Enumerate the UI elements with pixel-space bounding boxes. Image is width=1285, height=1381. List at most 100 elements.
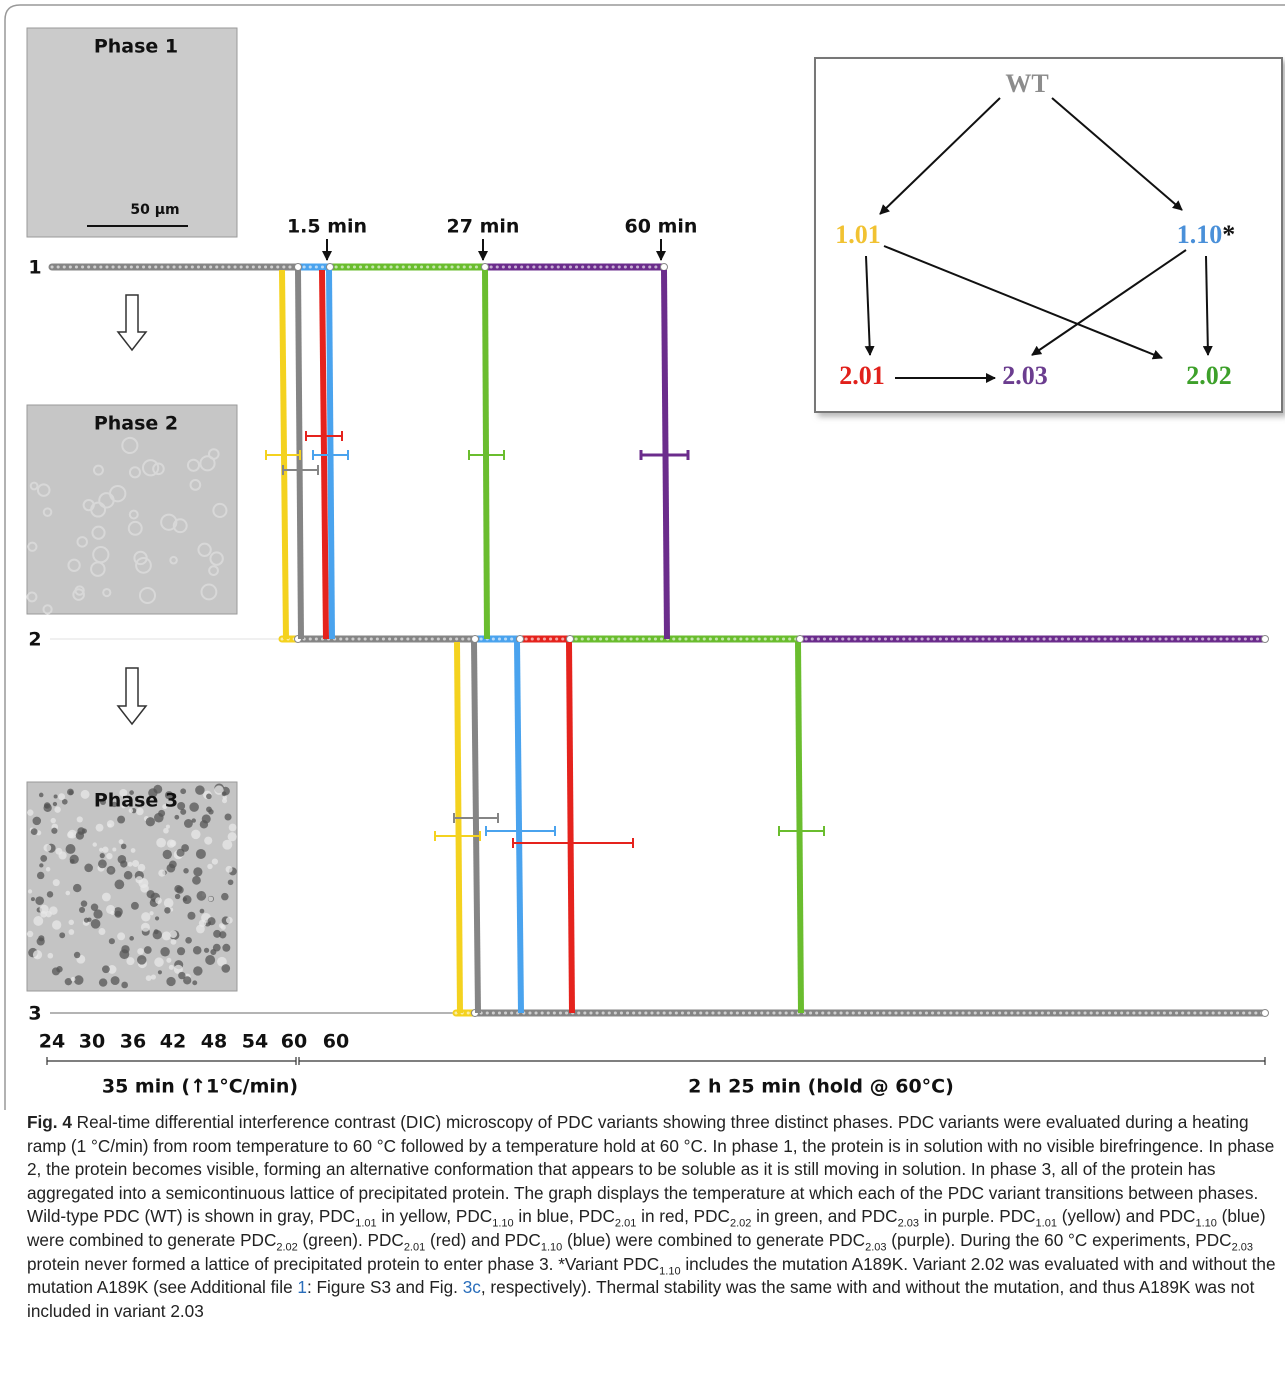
- lineage-node: 2.01: [839, 361, 885, 390]
- caption-text: (red) and PDC: [425, 1230, 541, 1250]
- aggregate: [154, 813, 164, 823]
- aggregate: [74, 952, 80, 958]
- reference-link[interactable]: 1: [297, 1277, 307, 1297]
- aggregate: [100, 853, 105, 858]
- aggregate: [102, 847, 108, 853]
- aggregate: [99, 848, 103, 852]
- aggregate: [58, 851, 66, 859]
- temperature-label: 36: [120, 1031, 146, 1053]
- aggregate: [40, 855, 47, 862]
- node-note: *: [1222, 220, 1235, 249]
- caption-text: in purple. PDC: [919, 1206, 1036, 1226]
- aggregate: [141, 923, 150, 932]
- aggregate: [38, 935, 44, 941]
- aggregate: [212, 858, 218, 864]
- phase-arrow: [118, 668, 146, 724]
- aggregate: [200, 820, 208, 828]
- aggregate: [187, 912, 195, 920]
- aggregate: [39, 905, 48, 914]
- subscript: 2.03: [898, 1218, 919, 1230]
- junction: [567, 636, 574, 643]
- row-label: 1: [28, 257, 41, 279]
- aggregate: [175, 894, 180, 899]
- aggregate: [102, 893, 111, 902]
- aggregate: [200, 909, 205, 914]
- span-label: 2 h 25 min (hold @ 60°C): [688, 1076, 954, 1098]
- aggregate: [174, 885, 182, 893]
- aggregate: [107, 866, 116, 875]
- aggregate: [154, 929, 159, 934]
- aggregate: [204, 948, 209, 953]
- aggregate: [147, 890, 155, 898]
- aggregate: [166, 958, 171, 963]
- aggregate: [37, 872, 44, 879]
- aggregate: [27, 931, 33, 937]
- aggregate: [208, 809, 213, 814]
- aggregate: [197, 891, 207, 901]
- aggregate: [138, 864, 146, 872]
- aggregate: [222, 944, 230, 952]
- aggregate: [69, 920, 74, 925]
- aggregate: [208, 896, 213, 901]
- phase-label: Phase 2: [94, 413, 178, 435]
- aggregate: [69, 790, 74, 795]
- subscript: 1.01: [1036, 1218, 1057, 1230]
- caption-text: in yellow, PDC: [377, 1206, 493, 1226]
- time-marker: 60 min: [625, 216, 698, 238]
- aggregate: [169, 965, 174, 970]
- aggregate: [33, 916, 43, 926]
- temperature-label: 60: [281, 1031, 307, 1053]
- aggregate: [44, 844, 52, 852]
- aggregate: [144, 946, 152, 954]
- aggregate: [184, 819, 193, 828]
- aggregate: [180, 788, 186, 794]
- aggregate: [141, 912, 150, 921]
- aggregate: [91, 919, 101, 929]
- aggregate: [136, 876, 143, 883]
- aggregate: [193, 867, 202, 876]
- caption-text: (purple). During the 60 °C experiments, …: [887, 1230, 1232, 1250]
- junction: [295, 264, 302, 271]
- aggregate: [79, 907, 85, 913]
- aggregate: [74, 975, 84, 985]
- aggregate: [71, 977, 76, 982]
- aggregate: [192, 876, 201, 885]
- temperature-label: 48: [201, 1031, 227, 1053]
- node-label: 2.02: [1186, 361, 1232, 390]
- caption-text: (blue) were combined to generate PDC: [562, 1230, 865, 1250]
- row-label: 2: [28, 629, 41, 651]
- aggregate: [49, 906, 57, 914]
- phase-image: [27, 405, 237, 614]
- aggregate: [206, 794, 212, 800]
- aggregate: [98, 928, 105, 935]
- aggregate: [51, 818, 56, 823]
- aggregate: [121, 844, 127, 850]
- lineage-node: 1.10*: [1177, 220, 1236, 249]
- time-marker: 1.5 min: [287, 216, 367, 238]
- transition-line: [798, 642, 801, 1013]
- aggregate: [169, 861, 177, 869]
- aggregate: [228, 879, 234, 885]
- aggregate: [166, 977, 175, 986]
- aggregate: [53, 879, 60, 886]
- caption-text: protein never formed a lattice of precip…: [27, 1254, 659, 1274]
- junction: [797, 636, 804, 643]
- aggregate: [56, 966, 62, 972]
- aggregate: [176, 849, 184, 857]
- phase-label: Phase 1: [94, 36, 178, 58]
- lineage-node: 2.03: [1002, 361, 1048, 390]
- reference-link[interactable]: 3c: [463, 1277, 481, 1297]
- aggregate: [162, 931, 171, 940]
- aggregate: [44, 802, 51, 809]
- aggregate: [166, 825, 170, 829]
- aggregate: [222, 798, 227, 803]
- aggregate: [112, 848, 116, 852]
- node-label: 1.01: [835, 220, 881, 249]
- aggregate: [39, 793, 44, 798]
- aggregate: [128, 862, 133, 867]
- phase-arrow: [118, 295, 146, 350]
- aggregate: [222, 791, 227, 796]
- aggregate: [226, 866, 233, 873]
- aggregate: [31, 828, 38, 835]
- aggregate: [158, 869, 165, 876]
